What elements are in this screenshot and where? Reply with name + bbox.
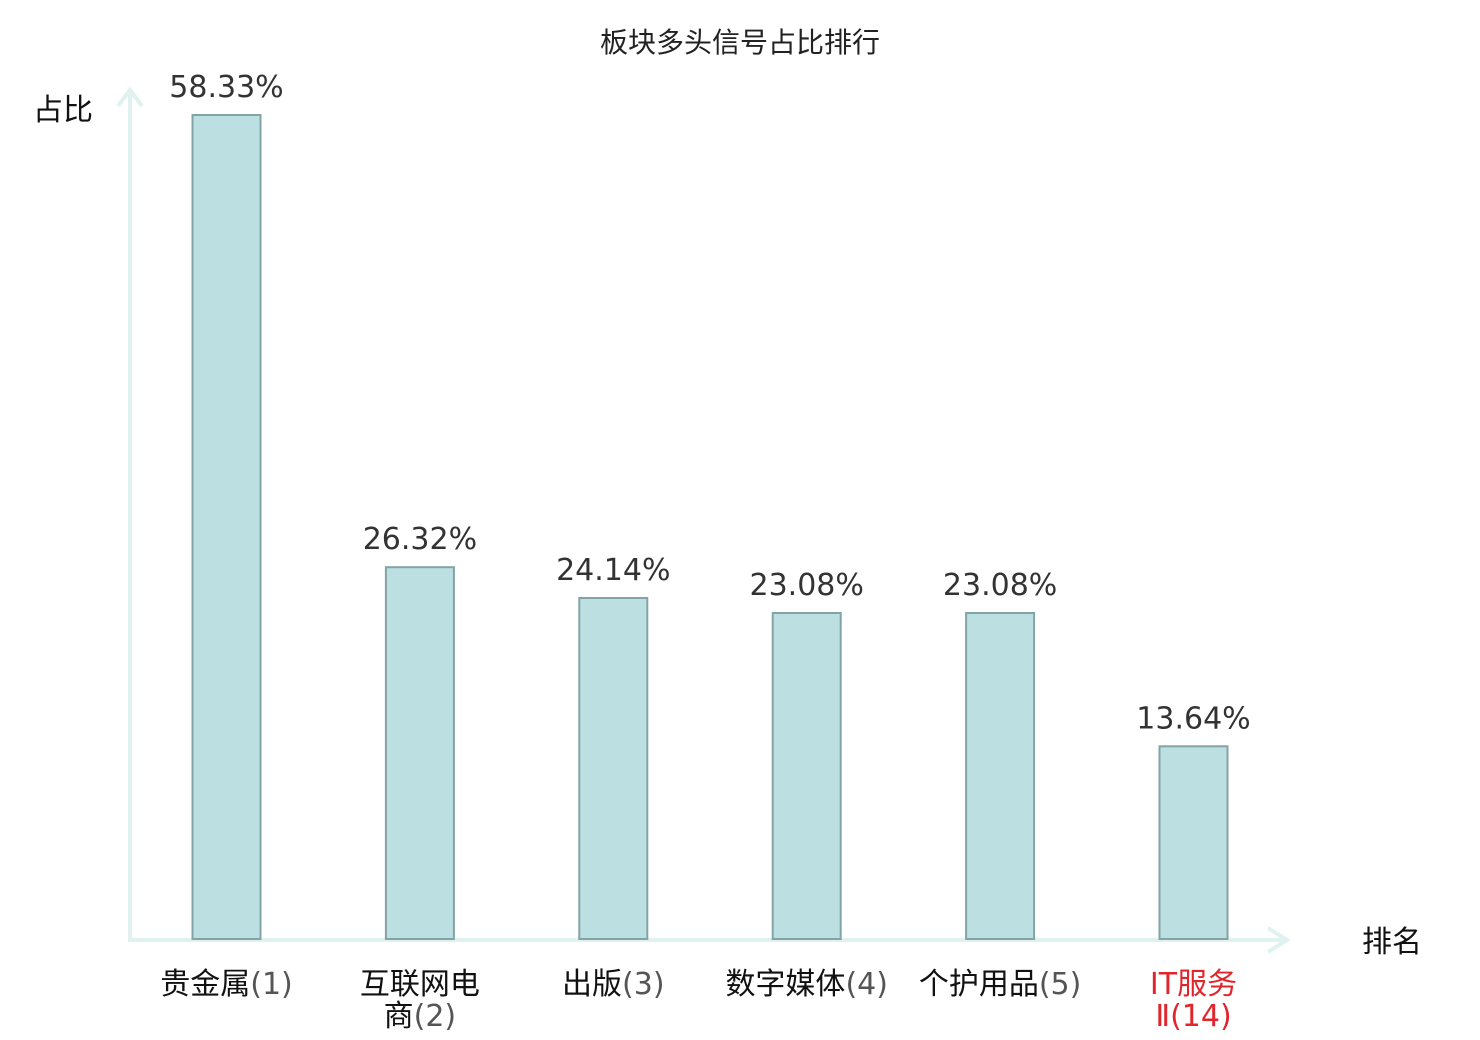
bar-value-label: 23.08% — [750, 568, 864, 603]
tick-category-name: Ⅱ — [1155, 999, 1170, 1034]
tick-rank: (14) — [1170, 999, 1232, 1034]
bar — [1158, 745, 1229, 940]
chart-title: 板块多头信号占比排行 — [600, 26, 880, 59]
value-labels: 58.33% 26.32% 24.14% 23.08% 23.08% 13.64% — [169, 70, 1250, 736]
tick-category-name: 个护用品 — [919, 967, 1039, 1002]
bar-value-label: 23.08% — [943, 568, 1057, 603]
tick-category-name: 数字媒体 — [725, 967, 845, 1002]
bar-value-label: 26.32% — [363, 522, 477, 557]
bar-value-label: 13.64% — [1136, 701, 1250, 736]
x-tick-label: 贵金属(1) — [160, 967, 293, 1002]
bar — [384, 566, 455, 940]
x-tick-label: 数字媒体(4) — [725, 967, 888, 1002]
bar — [965, 612, 1036, 940]
tick-category-name: 商 — [384, 999, 414, 1034]
x-axis — [128, 926, 1291, 954]
bar-value-label: 58.33% — [169, 70, 283, 105]
x-axis-label: 排名 — [1362, 925, 1422, 960]
tick-rank: (5) — [1039, 967, 1082, 1002]
y-axis-arrow-icon — [116, 86, 144, 108]
y-axis-label: 占比 — [33, 93, 93, 128]
x-tick-label: 互联网电 — [360, 967, 480, 1002]
bar — [771, 612, 842, 940]
x-tick-label: 出版(3) — [562, 967, 665, 1002]
tick-rank: (3) — [622, 967, 665, 1002]
x-tick-label: Ⅱ(14) — [1155, 999, 1231, 1034]
x-tick-label: 商(2) — [384, 999, 457, 1034]
tick-category-name: IT服务 — [1150, 967, 1237, 1002]
bar — [578, 597, 649, 940]
bar-series — [191, 114, 1229, 940]
x-axis-arrow-icon — [1266, 926, 1291, 954]
tick-category-name: 贵金属 — [160, 967, 250, 1002]
x-tick-label: IT服务 — [1150, 967, 1237, 1002]
y-axis — [116, 86, 144, 940]
bar-value-label: 24.14% — [556, 553, 670, 588]
x-tick-label: 个护用品(5) — [919, 967, 1082, 1002]
tick-rank: (1) — [250, 967, 293, 1002]
tick-rank: (4) — [845, 967, 888, 1002]
tick-rank: (2) — [414, 999, 457, 1034]
bar — [191, 114, 262, 940]
tick-category-name: 互联网电 — [360, 967, 480, 1002]
tick-category-name: 出版 — [562, 967, 622, 1002]
